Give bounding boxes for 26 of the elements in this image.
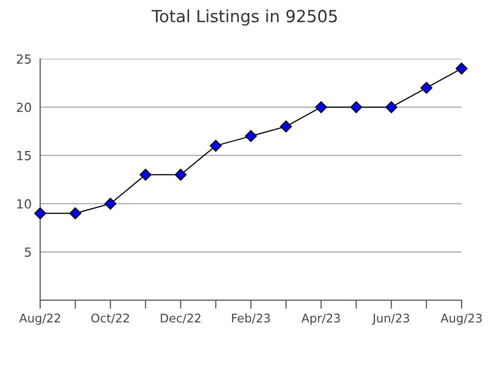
- x-tick-label: Aug/22: [19, 314, 60, 325]
- y-tick-label: 25: [16, 54, 31, 64]
- point: [456, 62, 468, 75]
- y-tick-label: 5: [24, 248, 31, 257]
- point: [34, 207, 46, 220]
- point: [280, 120, 292, 132]
- y-tick-label: 15: [17, 151, 31, 160]
- point: [244, 130, 257, 142]
- x-tick-label: Oct/22: [91, 314, 129, 324]
- point: [69, 207, 82, 220]
- x-tick-label: Feb/23: [232, 313, 270, 324]
- point: [385, 101, 398, 114]
- point: [420, 82, 432, 94]
- x-tick-label: Dec/22: [160, 314, 200, 324]
- point: [104, 198, 116, 210]
- point: [350, 101, 362, 114]
- chart-title: Total Listings in 92505: [152, 10, 337, 26]
- y-tick-label: 10: [17, 199, 32, 209]
- x-tick-label: Apr/23: [301, 314, 340, 325]
- point: [140, 168, 152, 181]
- point: [210, 140, 222, 152]
- point: [315, 101, 328, 114]
- point: [174, 168, 187, 181]
- y-tick-label: 20: [16, 102, 32, 112]
- x-tick-label: Jun/23: [372, 314, 410, 325]
- x-tick-label: Aug/23: [440, 314, 482, 325]
